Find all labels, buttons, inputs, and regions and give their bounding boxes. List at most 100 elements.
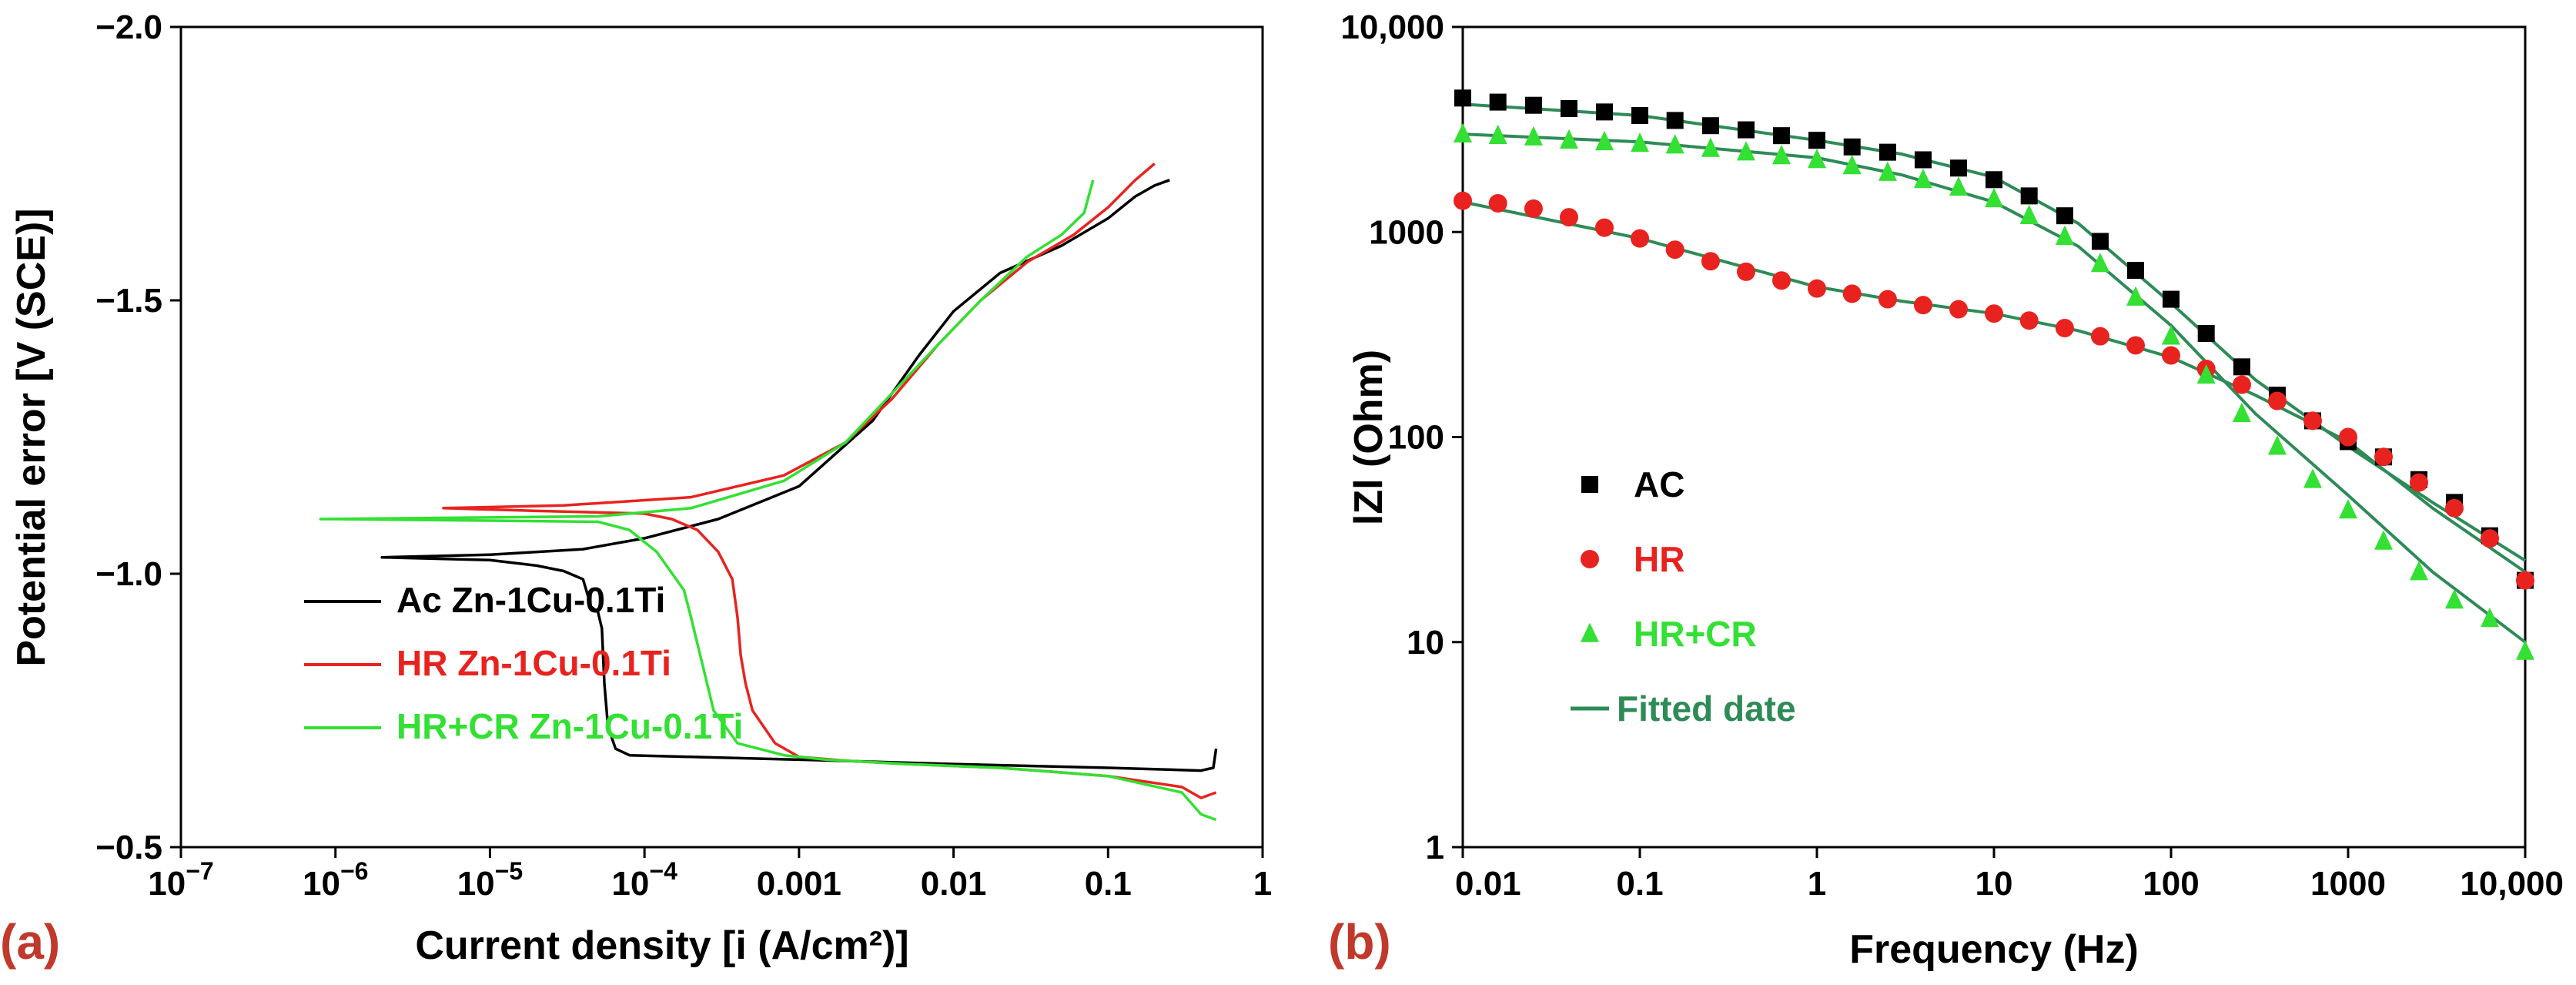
b-data-point (2267, 435, 2287, 455)
a-ytick-label: −2.0 (95, 8, 162, 46)
b-data-point (2232, 402, 2251, 422)
b-data-point (1524, 199, 1543, 218)
a-legend-label: HR+CR Zn-1Cu-0.1Ti (396, 706, 743, 746)
b-ticks: 0.01 0.1 1 10 100 1000 10,000 1 10 100 1000 10,000 (1340, 8, 2564, 903)
a-series-line-1 (442, 162, 1217, 799)
a-series-line-0 (380, 179, 1218, 772)
b-data-point (2516, 640, 2534, 660)
b-data-point (2090, 253, 2109, 273)
b-data-point (1581, 622, 1599, 642)
b-data-point (1878, 290, 1897, 309)
a-ytick-label: −1.0 (95, 555, 162, 593)
panel-label-b: (b) (1328, 914, 1391, 970)
b-data-point (1808, 132, 1825, 149)
b-data-point (1950, 159, 1968, 177)
b-legend-label: HR (1634, 539, 1684, 579)
a-xtick-label: 10−4 (611, 857, 677, 903)
b-data-point (2374, 447, 2394, 467)
b-data-point (2056, 207, 2073, 225)
b-xtick-label: 1 (1808, 865, 1826, 903)
b-data-point (2303, 468, 2323, 488)
b-data-point (2197, 325, 2215, 343)
b-data-point (2481, 608, 2500, 628)
b-data-point (2019, 311, 2039, 330)
plot-frame-a (179, 25, 1264, 849)
b-xtick-label: 10,000 (2460, 865, 2564, 903)
b-data-point (1631, 106, 1648, 124)
panel-a: 10−7 10−6 10−5 10−4 0.001 0.01 0.1 1 −0.5 −1.0 −1.… (0, 8, 1272, 970)
b-xtick-label: 0.01 (1455, 865, 1521, 903)
b-data-point (1488, 194, 1507, 213)
b-data-point (1842, 284, 1862, 303)
b-data-point (1737, 121, 1755, 139)
b-data-point (1665, 134, 1684, 154)
b-ytick-label: 100 (1388, 419, 1444, 457)
b-data-point (1581, 550, 1599, 568)
b-data-point (1842, 155, 1862, 175)
b-data-point (1559, 129, 1578, 149)
b-data-point (1701, 252, 1720, 271)
a-xtick-label: 10−7 (148, 857, 213, 903)
b-fit-line-2 (1462, 132, 2527, 644)
b-data-point (2303, 411, 2323, 431)
b-data-point (1949, 176, 1969, 196)
b-data-point (2127, 262, 2145, 280)
b-data-point (1454, 89, 1471, 107)
b-data-point (1595, 130, 1614, 151)
b-data-point (2339, 499, 2357, 519)
a-xtick-label: 1 (1253, 865, 1272, 903)
b-data-point (2162, 346, 2180, 365)
b-data-point (2196, 364, 2216, 384)
b-data-point (2232, 375, 2251, 394)
b-data-point (1581, 476, 1598, 493)
b-data-point (1949, 300, 1969, 319)
a-ytick-label: −1.5 (95, 282, 162, 320)
b-data-point (1596, 103, 1614, 121)
b-data-point (2019, 204, 2039, 224)
b-data-point (2444, 589, 2464, 609)
a-series (319, 162, 1218, 822)
b-data-point (2410, 473, 2429, 492)
b-data-point (1595, 218, 1614, 237)
b-data-point (1559, 208, 1578, 227)
b-legend: AC HR HR+CR Fitted date (1571, 464, 1796, 729)
b-data-point (2055, 318, 2074, 337)
b-xtick-label: 1000 (2310, 865, 2386, 903)
b-data-point (1524, 96, 1542, 114)
b-data-point (1986, 171, 2002, 189)
b-data-point (1913, 296, 1932, 315)
b-data-point (1985, 304, 2003, 323)
b-data-point (1878, 143, 1896, 161)
b-data-point (2339, 427, 2357, 447)
b-series (1454, 89, 2534, 660)
a-ylabel: Potential error [V (SCE)] (9, 208, 54, 666)
b-data-point (1808, 279, 1826, 298)
b-data-point (1701, 137, 1720, 157)
b-xtick-label: 0.1 (1616, 865, 1663, 903)
b-data-point (1488, 124, 1507, 144)
b-data-point (1914, 151, 1932, 169)
b-ytick-label: 10 (1407, 624, 1444, 662)
b-data-point (1985, 187, 2003, 208)
b-data-point (1772, 271, 1791, 290)
b-data-point (1913, 168, 1932, 189)
b-data-point (2374, 530, 2394, 550)
b-data-point (1736, 141, 1755, 161)
a-xtick-label: 0.01 (921, 865, 987, 903)
b-data-point (2516, 571, 2534, 590)
b-ytick-label: 1 (1426, 829, 1444, 866)
b-data-point (1489, 93, 1507, 111)
b-xlabel: Frequency (Hz) (1849, 927, 2139, 972)
b-data-point (2162, 325, 2180, 345)
b-ylabel: lZl (Ohm) (1347, 350, 1391, 525)
b-data-point (2410, 561, 2429, 581)
b-legend-label: AC (1634, 464, 1684, 504)
b-xtick-label: 100 (2143, 865, 2199, 903)
b-data-point (2055, 225, 2074, 245)
b-ytick-label: 10,000 (1340, 8, 1444, 46)
b-data-point (2126, 286, 2146, 306)
b-data-point (1666, 112, 1684, 129)
b-legend-label: HR+CR (1634, 614, 1757, 654)
panel-b: 0.01 0.1 1 10 100 1000 10,000110100100010,000 … (1328, 8, 2564, 972)
